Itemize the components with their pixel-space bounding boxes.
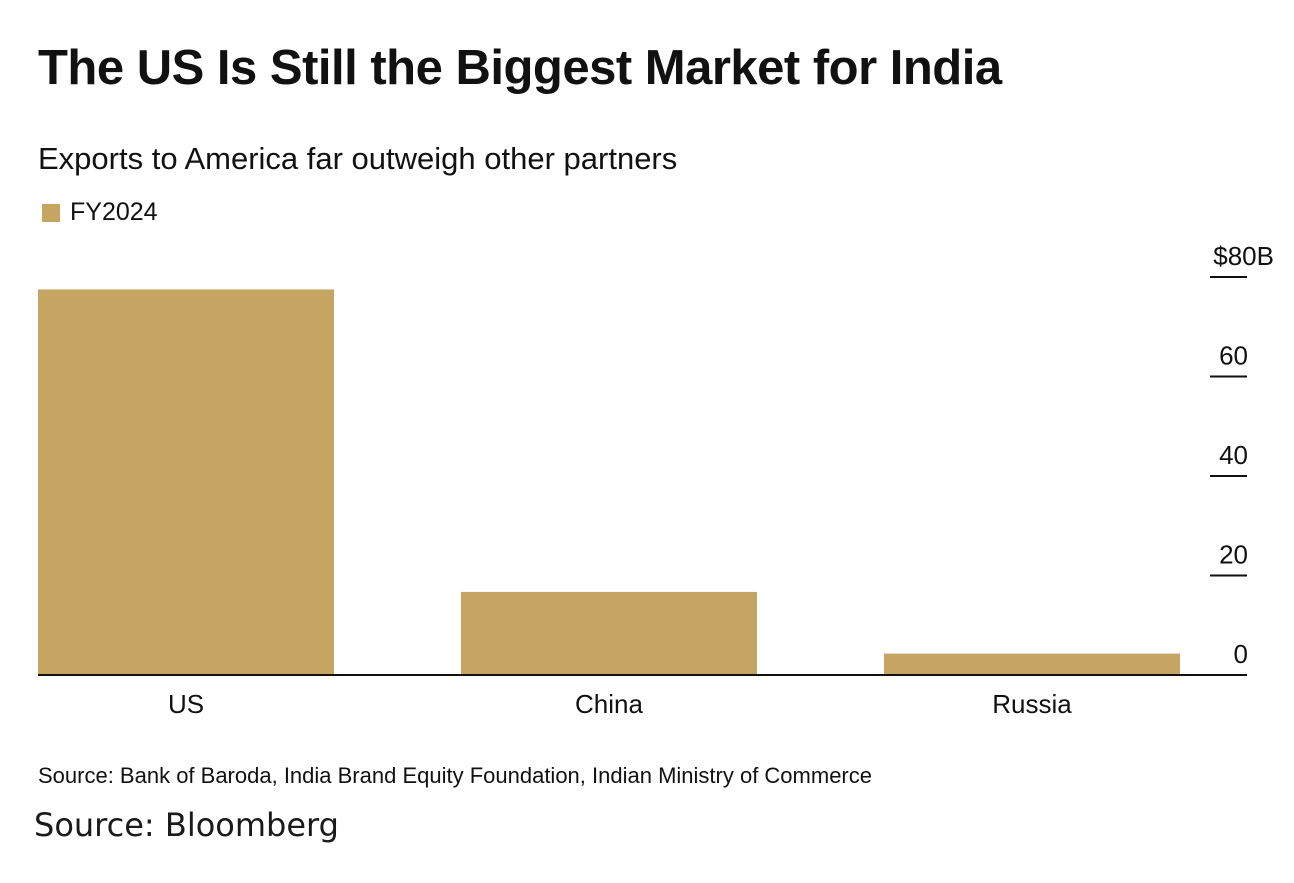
bar-russia <box>884 653 1180 675</box>
legend-label: FY2024 <box>70 198 158 226</box>
chart-title: The US Is Still the Biggest Market for I… <box>38 41 1002 95</box>
y-tick-label: 60 <box>1219 341 1248 371</box>
x-tick-label: Russia <box>992 689 1072 719</box>
y-tick-label: $80B <box>1213 241 1274 271</box>
y-tick-label: 0 <box>1234 639 1248 669</box>
bar-chart: US China Russia 0 20 40 60 $80B <box>38 241 1274 719</box>
bar-us <box>38 289 334 675</box>
chart-subtitle: Exports to America far outweigh other pa… <box>38 141 678 176</box>
y-tick-label: 20 <box>1219 540 1248 570</box>
legend: FY2024 <box>42 198 158 227</box>
x-tick-label: China <box>575 689 643 719</box>
y-tick-label: 40 <box>1219 440 1248 470</box>
source-note: Source: Bank of Baroda, India Brand Equi… <box>38 763 872 788</box>
legend-swatch <box>42 203 60 222</box>
x-tick-label: US <box>168 689 204 719</box>
credit-note: Source: Bloomberg <box>34 806 339 844</box>
bar-china <box>461 591 757 675</box>
